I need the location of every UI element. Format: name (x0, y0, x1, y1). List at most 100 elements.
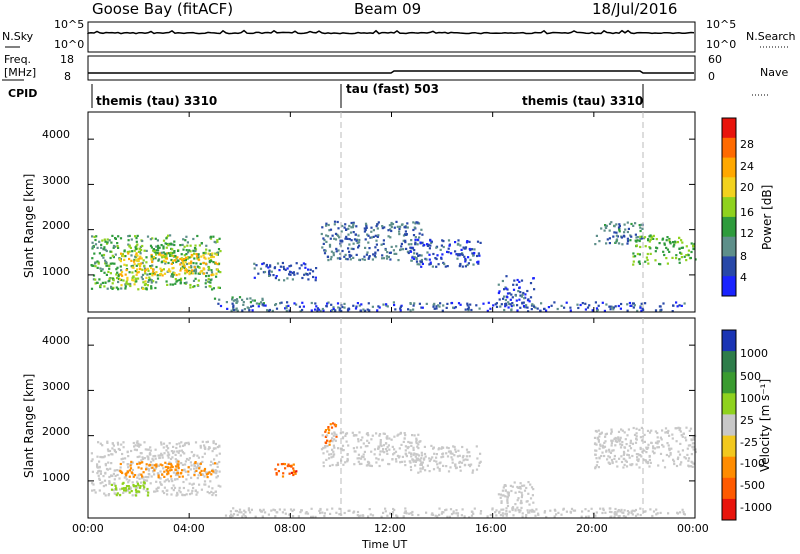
power-cell (464, 258, 467, 262)
velocity-cell (692, 448, 695, 451)
power-cell (115, 286, 118, 289)
velocity-cell (172, 489, 175, 492)
velocity-cell (155, 480, 158, 483)
power-cell (355, 305, 358, 308)
power-cell (368, 309, 371, 312)
velocity-cell (206, 490, 209, 494)
power-cell (321, 307, 324, 311)
power-cell (177, 249, 180, 252)
velocity-cell (453, 454, 456, 457)
velocity-cell (114, 484, 117, 487)
velocity-cell (516, 506, 519, 509)
power-cell (167, 269, 170, 273)
power-cell (393, 303, 396, 307)
power-cell (276, 262, 280, 265)
velocity-cell (601, 511, 604, 515)
power-cell (635, 244, 638, 247)
power-cell (189, 244, 192, 247)
power-cell (416, 243, 419, 246)
power-cell (478, 254, 481, 257)
power-cell (315, 267, 318, 270)
power-cell (182, 238, 185, 241)
power-cell (150, 255, 153, 258)
power-cbar-tick-20: 20 (740, 181, 754, 194)
power-cell (395, 245, 398, 248)
power-cell (235, 301, 238, 304)
velocity-cell (514, 503, 517, 506)
velocity-cell (99, 470, 102, 473)
velocity-cell (423, 452, 427, 456)
power-cell (629, 304, 632, 307)
power-cell (186, 269, 189, 272)
velocity-cell (631, 454, 634, 458)
velocity-cell (147, 469, 151, 472)
velocity-cell (612, 449, 615, 452)
velocity-cell (210, 460, 213, 463)
power-cell (527, 298, 530, 301)
power-cell (165, 280, 168, 283)
power-cell (495, 302, 498, 305)
velocity-cell (229, 510, 232, 513)
power-cell (212, 273, 215, 276)
velocity-cell (624, 459, 627, 462)
velocity-cell (619, 443, 622, 446)
velocity-cell (154, 490, 157, 493)
power-cell (332, 251, 335, 254)
freq-tick-low: 8 (64, 70, 71, 83)
power-cell (632, 252, 635, 255)
power-cell (111, 282, 114, 285)
velocity-cell (543, 511, 546, 514)
power-cell (268, 308, 271, 312)
power-cell (469, 258, 472, 261)
power-cell (399, 309, 402, 312)
power-cell (376, 249, 380, 252)
power-cell (131, 266, 134, 269)
velocity-cell (414, 464, 417, 467)
power-cell (322, 309, 325, 312)
velocity-cell (327, 457, 331, 460)
velocity-cell (486, 515, 489, 518)
velocity-cell (417, 447, 420, 450)
velocity-cell (224, 514, 228, 517)
velocity-cell (523, 489, 527, 492)
power-cell (507, 306, 510, 309)
power-cell (345, 228, 348, 231)
velocity-cell (103, 492, 106, 495)
velocity-cell (386, 435, 389, 438)
power-cell (678, 236, 681, 239)
velocity-cell (360, 462, 363, 465)
velocity-cell (165, 469, 168, 472)
velocity-cell (419, 470, 422, 473)
velocity-cell (641, 435, 645, 438)
velocity-cell (352, 434, 355, 437)
velocity-cell (668, 434, 671, 437)
velocity-cell (247, 507, 250, 510)
velocity-cell (293, 471, 297, 474)
velocity-cell (170, 468, 173, 472)
power-cell (366, 251, 369, 254)
velocity-cell (145, 489, 148, 492)
power-cell (219, 271, 222, 274)
power-cell (402, 248, 405, 251)
power-cell (416, 221, 419, 224)
power-cell (193, 285, 196, 288)
segment-boundaries (340, 112, 644, 518)
velocity-cell (335, 435, 338, 438)
velocity-cell (526, 500, 529, 503)
velocity-cell (501, 489, 504, 492)
velocity-cell (414, 455, 417, 458)
power-cell (302, 305, 305, 308)
velocity-cell (129, 463, 132, 466)
power-cell (429, 239, 432, 242)
velocity-cell (368, 462, 371, 465)
velocity-cell (118, 448, 121, 451)
velocity-cell (155, 463, 158, 466)
velocity-cell (183, 444, 186, 447)
power-cell (676, 305, 679, 308)
velocity-cell (587, 515, 590, 518)
power-cell (216, 240, 219, 243)
power-cell (678, 304, 681, 307)
velocity-cell (327, 426, 330, 429)
velocity-cell (533, 510, 536, 513)
velocity-cell (169, 466, 172, 469)
